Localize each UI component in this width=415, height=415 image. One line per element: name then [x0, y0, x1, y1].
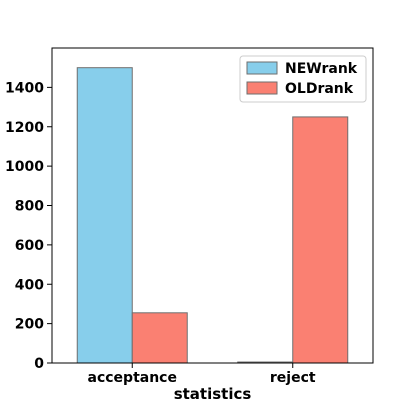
legend-label-oldrank: OLDrank [285, 81, 354, 97]
y-tick-label: 400 [15, 277, 44, 293]
bar-oldrank-reject [292, 116, 349, 364]
y-tick-label: 1000 [5, 159, 44, 175]
y-tick-label: 1200 [5, 120, 44, 136]
y-tick-label: 800 [15, 199, 44, 215]
y-tick-label: 600 [15, 238, 44, 254]
x-axis-ticks: acceptance reject [88, 363, 316, 386]
x-axis-label: statistics [174, 385, 252, 403]
y-tick-label: 200 [15, 317, 44, 333]
bar-oldrank-acceptance [131, 312, 188, 364]
legend-swatch-oldrank [246, 81, 278, 95]
x-tick-label-acceptance: acceptance [88, 370, 177, 386]
bars-layer [76, 67, 349, 364]
y-tick-label: 0 [34, 356, 44, 372]
legend-label-newrank: NEWrank [285, 61, 358, 77]
bar-newrank-acceptance [76, 67, 133, 364]
legend-swatch-newrank [246, 61, 278, 75]
x-tick-label-reject: reject [270, 370, 316, 386]
legend: NEWrank OLDrank [239, 55, 367, 103]
y-tick-label: 1400 [5, 80, 44, 96]
y-axis-ticks: 0 200 400 600 800 1000 1200 1400 [5, 80, 52, 372]
